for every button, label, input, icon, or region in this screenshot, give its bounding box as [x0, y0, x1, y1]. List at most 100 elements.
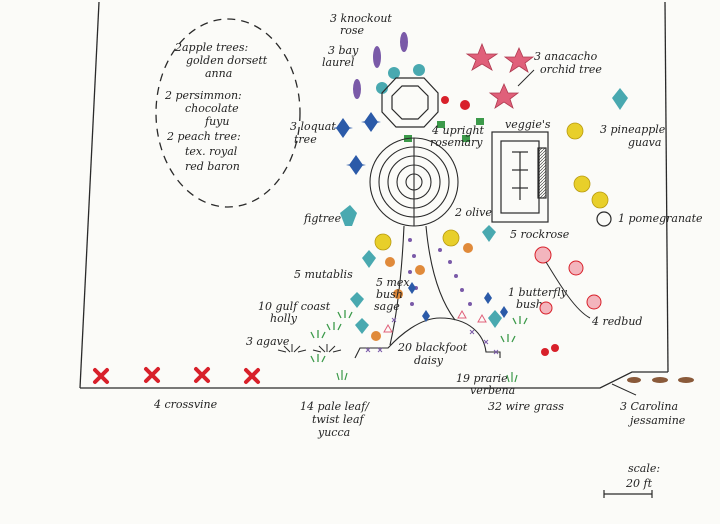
daisy-icon [483, 339, 489, 345]
orchid-star-icon [488, 83, 520, 109]
red-flower-icon [460, 100, 470, 110]
verbena-icon [383, 323, 393, 333]
holly-icon [326, 322, 342, 331]
mexbush-label-2: bush [376, 288, 403, 301]
jessamine-icon [678, 377, 694, 383]
loquat-label-1: 3 loquat [290, 120, 336, 133]
diamond-icon [484, 292, 492, 304]
crossvine-icon [144, 367, 160, 383]
jessamine-leader [611, 383, 637, 396]
olive-icons [374, 229, 460, 251]
mex-bush-sage-icons [350, 292, 369, 334]
persimmon-label-1: 2 persimmon: [164, 89, 242, 102]
veggie-garden [491, 131, 549, 223]
verbena-icon [457, 309, 467, 319]
baylaurel-label-1: 3 bay [328, 44, 359, 57]
dot-plant [408, 270, 412, 274]
guava-icon [566, 122, 584, 140]
peach-label-2: tex. royal [185, 145, 238, 158]
sage-icon [355, 318, 369, 334]
mutablis-icon [385, 257, 395, 267]
crossvine-icons [93, 367, 260, 384]
redbud-icon [586, 294, 602, 310]
crossvine-icon [244, 368, 260, 384]
octagon-gazebo [381, 77, 439, 128]
orchid-star-icon [465, 42, 499, 71]
holly-icon [500, 334, 516, 343]
bay-laurel-icon [413, 64, 425, 76]
rosemary-label-2: rosemary [430, 136, 483, 149]
dot-plant [448, 260, 452, 264]
pineapple-guava-icons [566, 122, 609, 209]
mexbush-label-1: 5 mex. [376, 276, 413, 289]
olive-label: 2 olive [454, 206, 492, 219]
redbud-leader [545, 261, 591, 319]
guava-leaf-icon [612, 88, 628, 110]
verbena-label-2: verbena [470, 384, 515, 397]
dot-plant [468, 302, 472, 306]
mexbush-label-3: sage [374, 300, 400, 313]
red-flower-icon [441, 96, 449, 104]
jessamine-icons [627, 377, 694, 383]
guava-icon [573, 175, 591, 193]
holly-icon [310, 354, 326, 363]
mutablis-leaf-icon [362, 250, 376, 268]
anacacho-leader [517, 69, 535, 87]
holly-label-1: 10 gulf coast [258, 300, 331, 313]
loquat-leaf-icon [333, 118, 353, 138]
loquat-leaf-icon [346, 155, 366, 175]
mutablis-icon [393, 289, 403, 299]
agave-icons [277, 344, 342, 353]
wiregrass-icon [506, 372, 518, 383]
redbud-icon [568, 260, 584, 276]
bay-laurel-icons [376, 64, 425, 94]
daisy-icon [493, 349, 499, 355]
knockout-rose-icon [353, 79, 361, 99]
knockout-rose-icon [400, 32, 408, 52]
orchard-outline [155, 18, 301, 208]
knockout-rose-icon [373, 46, 381, 68]
scale-value: 20 ft [625, 477, 653, 490]
orchard-labels: 2apple trees: golden dorsett anna 2 pers… [164, 41, 268, 173]
anacacho-label-2: orchid tree [540, 63, 602, 76]
property-boundary [79, 1, 669, 389]
rockrose-icon [482, 225, 496, 242]
butterfly-label-2: bush [516, 298, 543, 311]
knockout-rose-icons [353, 32, 408, 99]
pomegranate-icon [596, 211, 612, 227]
verbena-icon [477, 313, 487, 323]
persimmon-label-2: chocolate [185, 102, 239, 115]
jessamine-label-2: jessamine [627, 414, 686, 427]
diamond-icon [408, 282, 416, 294]
verbena-triangles [383, 309, 487, 333]
persimmon-label-3: fuyu [204, 115, 229, 128]
anacacho-orchid-icons [465, 42, 535, 109]
diamond-icon [500, 306, 508, 318]
pomegranate-label: 1 pomegranate [618, 212, 703, 225]
apple-label-3: anna [205, 67, 232, 80]
rosemary-icon [476, 118, 484, 125]
redbud-label: 4 redbud [591, 315, 642, 328]
baylaurel-label-2: laurel [322, 56, 355, 69]
orchid-star-icon [503, 47, 535, 73]
jessamine-icon [652, 377, 668, 383]
mutablis-label: 5 mutablis [294, 268, 353, 281]
crossvine-label: 4 crossvine [153, 398, 218, 411]
yucca-label-1: 14 pale leaf/ [300, 400, 370, 413]
jessamine-icon [627, 377, 641, 383]
bay-laurel-icon [376, 82, 388, 94]
rosemary-label-1: 4 upright [431, 124, 485, 137]
fig-tree-icon [340, 205, 357, 226]
figtree-label: figtree [303, 212, 342, 225]
labyrinth [369, 137, 459, 227]
yucca-label-3: yucca [317, 426, 350, 439]
holly-icons [310, 310, 528, 363]
veggies-label: veggie's [505, 118, 551, 131]
apple-label-2: golden dorsett [186, 54, 268, 67]
mutablis-icons [371, 243, 473, 341]
bay-laurel-icon [388, 67, 400, 79]
daisy-icon [365, 347, 371, 353]
mutablis-icon [371, 331, 381, 341]
daisy-icon [469, 329, 475, 335]
